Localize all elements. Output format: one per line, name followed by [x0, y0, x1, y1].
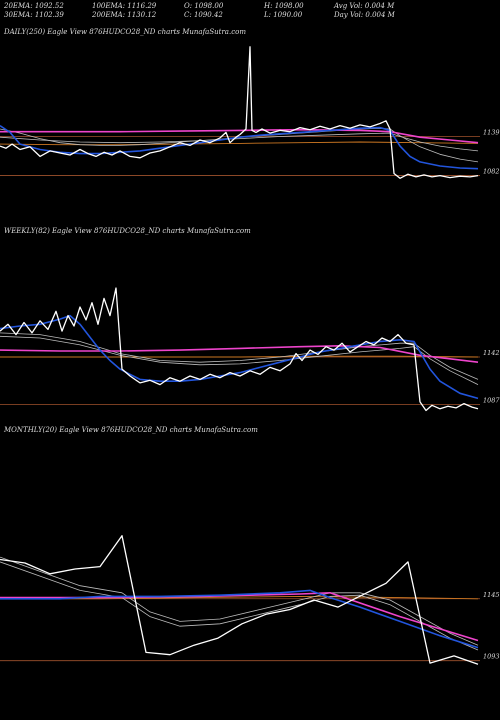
daily-level-label-1: 1082: [483, 168, 500, 176]
monthly-panel-title: MONTHLY(20) Eagle View 876HUDCO28_ND cha…: [4, 426, 258, 434]
high-value: H: 1098.00: [264, 2, 304, 10]
daily-ema-orange-line-4: [0, 141, 479, 146]
open-value: O: 1098.00: [184, 2, 224, 10]
daily-ema-slow-line-5: [0, 128, 479, 144]
indicator-header: 20EMA: 1092.52 100EMA: 1116.29 O: 1098.0…: [4, 2, 484, 20]
ema100-value: 100EMA: 1116.29: [92, 2, 157, 10]
close-value: C: 1090.42: [184, 11, 223, 19]
weekly-price-line-0: [0, 287, 479, 412]
ema20-value: 20EMA: 1092.52: [4, 2, 64, 10]
monthly-level-label-1: 1093: [483, 653, 500, 661]
header-row-1: 20EMA: 1092.52 100EMA: 1116.29 O: 1098.0…: [4, 2, 484, 11]
ema200-value: 200EMA: 1130.12: [92, 11, 157, 19]
weekly-panel-title: WEEKLY(82) Eagle View 876HUDCO28_ND char…: [4, 227, 251, 235]
weekly-ema-orange-line-4: [0, 355, 479, 358]
monthly-ema-orange-line-4: [0, 595, 479, 600]
weekly-level-label-1: 1087: [483, 396, 500, 404]
monthly-ema-grey-line-3: [0, 561, 479, 651]
daily-ema-grey-line-3: [0, 132, 479, 152]
header-row-2: 30EMA: 1102.39 200EMA: 1130.12 C: 1090.4…: [4, 11, 484, 20]
day-vol-value: Day Vol: 0.004 M: [334, 11, 395, 19]
weekly-level-label-0: 1142: [483, 349, 500, 357]
daily-level-label-0: 1139: [483, 129, 500, 137]
weekly-ema-grey-line-3: [0, 335, 479, 385]
weekly-ema-grey-line-2: [0, 332, 479, 380]
monthly-ema-fast-line-1: [0, 589, 479, 649]
monthly-ema-slow-line-5: [0, 591, 479, 642]
daily-panel-title: DAILY(250) Eagle View 876HUDCO28_ND char…: [4, 28, 246, 36]
low-value: L: 1090.00: [264, 11, 303, 19]
daily-price-line-0: [0, 46, 479, 179]
weekly-ema-fast-line-1: [0, 314, 479, 400]
weekly-ema-slow-line-5: [0, 344, 479, 363]
ema30-value: 30EMA: 1102.39: [4, 11, 64, 19]
avg-vol-value: Avg Vol: 0.004 M: [334, 2, 395, 10]
daily-ema-fast-line-1: [0, 124, 479, 170]
monthly-ema-grey-line-2: [0, 556, 479, 646]
monthly-price-line-0: [0, 535, 479, 665]
monthly-level-label-0: 1145: [483, 591, 500, 599]
